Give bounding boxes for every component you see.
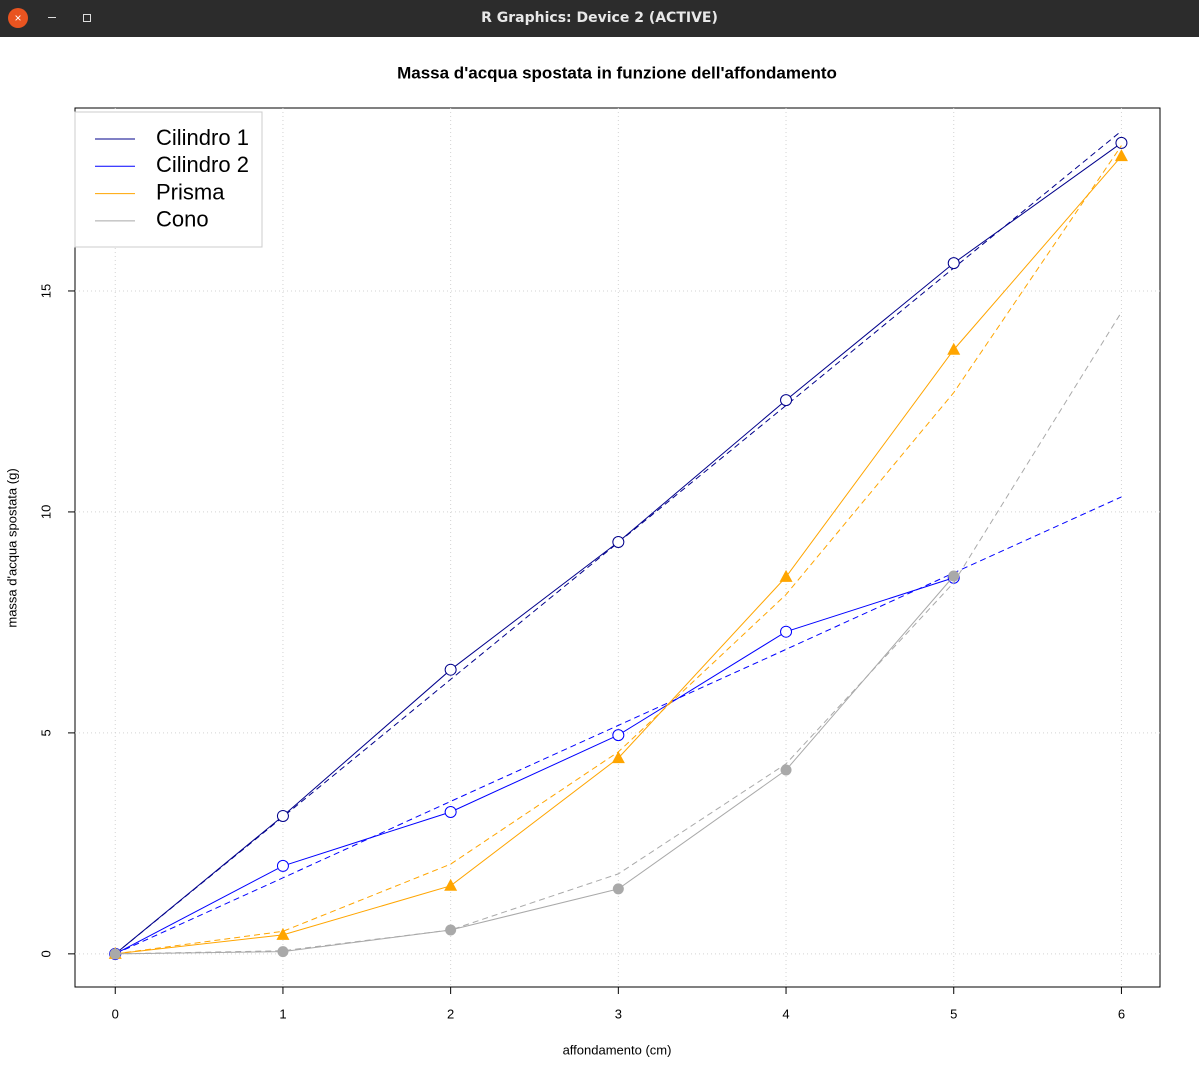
close-button[interactable]: × xyxy=(8,8,28,28)
x-tick-label: 6 xyxy=(1118,1006,1125,1021)
marker xyxy=(444,663,457,676)
marker xyxy=(612,729,625,742)
marker xyxy=(947,257,960,270)
fit-line xyxy=(115,311,1122,955)
legend-label: Cilindro 1 xyxy=(156,125,249,150)
minimize-button[interactable] xyxy=(48,17,56,18)
marker xyxy=(276,927,290,940)
marker xyxy=(276,859,289,872)
data-line xyxy=(115,577,954,955)
x-tick-label: 5 xyxy=(950,1006,957,1021)
chart-title: Massa d'acqua spostata in funzione dell'… xyxy=(397,63,837,82)
y-tick-label: 10 xyxy=(38,505,53,519)
x-tick-label: 4 xyxy=(782,1006,789,1021)
window-title: R Graphics: Device 2 (ACTIVE) xyxy=(481,10,718,26)
maximize-button[interactable] xyxy=(83,14,91,22)
marker xyxy=(947,342,961,355)
marker xyxy=(445,924,457,936)
marker xyxy=(611,751,625,764)
marker xyxy=(780,764,792,776)
marker xyxy=(277,946,289,958)
marker xyxy=(780,394,793,407)
title-bar: × R Graphics: Device 2 (ACTIVE) xyxy=(0,0,1199,37)
x-axis-label: affondamento (cm) xyxy=(563,1042,672,1057)
legend-label: Cono xyxy=(156,207,209,232)
legend-box xyxy=(74,111,263,248)
marker xyxy=(276,809,289,822)
y-tick-label: 0 xyxy=(38,950,53,957)
legend-label: Cilindro 2 xyxy=(156,152,249,177)
marker xyxy=(109,948,121,960)
x-tick-label: 0 xyxy=(112,1006,119,1021)
marker xyxy=(612,883,624,895)
x-tick-label: 3 xyxy=(615,1006,622,1021)
legend-label: Prisma xyxy=(156,179,225,204)
marker xyxy=(444,878,458,891)
marker xyxy=(1114,149,1128,162)
y-axis-label: massa d'acqua spostata (g) xyxy=(4,468,19,627)
marker xyxy=(948,570,960,582)
x-tick-label: 1 xyxy=(279,1006,286,1021)
x-tick-label: 2 xyxy=(447,1006,454,1021)
marker xyxy=(779,569,793,582)
marker xyxy=(1115,136,1128,149)
chart: Massa d'acqua spostata in funzione dell'… xyxy=(4,63,1161,1057)
data-line xyxy=(115,575,955,955)
marker xyxy=(444,805,457,818)
y-tick-label: 5 xyxy=(38,729,53,736)
marker xyxy=(780,625,793,638)
y-tick-label: 15 xyxy=(38,284,53,298)
marker xyxy=(612,535,625,548)
